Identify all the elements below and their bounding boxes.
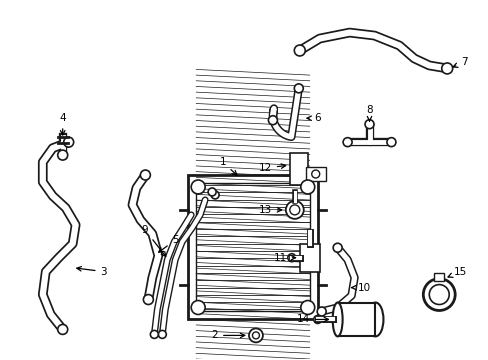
Text: 5: 5 [159, 235, 179, 252]
Circle shape [300, 180, 314, 194]
Circle shape [63, 137, 74, 147]
Bar [433, 273, 443, 280]
Circle shape [268, 116, 277, 125]
Text: 3: 3 [77, 266, 107, 276]
Circle shape [191, 301, 205, 315]
Circle shape [364, 120, 373, 129]
Bar [289, 153, 307, 185]
Circle shape [150, 330, 158, 338]
Circle shape [300, 301, 314, 315]
Circle shape [313, 315, 321, 323]
Circle shape [252, 332, 259, 339]
Ellipse shape [332, 302, 342, 336]
Text: 7: 7 [452, 58, 467, 67]
Circle shape [294, 84, 303, 93]
Bar [305, 167, 325, 181]
Circle shape [211, 191, 219, 199]
Text: 6: 6 [306, 113, 321, 123]
Circle shape [143, 294, 153, 305]
Bar [337, 302, 375, 336]
Circle shape [58, 324, 67, 334]
Bar [188, 175, 317, 319]
Circle shape [332, 243, 342, 252]
Text: 10: 10 [351, 283, 370, 293]
Text: 4: 4 [59, 113, 66, 135]
Text: 13: 13 [258, 205, 281, 215]
Circle shape [311, 170, 319, 178]
Bar [299, 244, 319, 272]
Circle shape [423, 279, 454, 310]
Circle shape [289, 205, 299, 215]
Circle shape [317, 307, 325, 316]
Circle shape [287, 254, 295, 262]
Text: 1: 1 [219, 157, 237, 175]
Circle shape [343, 138, 351, 147]
Ellipse shape [367, 302, 383, 336]
Bar [196, 183, 309, 311]
Circle shape [58, 150, 67, 160]
Circle shape [441, 63, 452, 74]
Circle shape [248, 328, 263, 342]
Text: 2: 2 [211, 330, 244, 341]
Circle shape [386, 138, 395, 147]
Circle shape [191, 180, 205, 194]
Text: 14: 14 [296, 314, 328, 324]
Text: 11: 11 [273, 253, 295, 263]
Circle shape [294, 45, 305, 56]
Text: 9: 9 [142, 225, 165, 256]
Circle shape [285, 201, 303, 219]
Circle shape [158, 330, 166, 338]
Circle shape [140, 170, 150, 180]
Text: 12: 12 [258, 163, 285, 173]
Text: 15: 15 [447, 267, 467, 277]
Circle shape [208, 188, 216, 196]
Circle shape [428, 285, 448, 305]
Text: 8: 8 [366, 105, 372, 121]
